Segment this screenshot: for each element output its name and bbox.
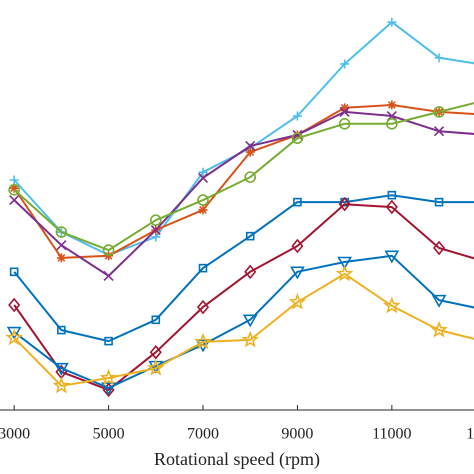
x-axis-label: Rotational speed (rpm) bbox=[154, 449, 320, 470]
marker bbox=[52, 376, 71, 394]
marker bbox=[292, 111, 302, 121]
marker bbox=[430, 320, 448, 338]
series bbox=[8, 102, 474, 256]
marker bbox=[8, 297, 21, 313]
marker bbox=[386, 118, 398, 130]
marker bbox=[8, 184, 20, 196]
marker bbox=[244, 264, 257, 280]
marker bbox=[102, 244, 115, 256]
marker bbox=[288, 292, 307, 310]
marker bbox=[242, 314, 258, 328]
series bbox=[9, 106, 474, 281]
marker bbox=[433, 126, 445, 137]
x-tick-label: 7000 bbox=[187, 426, 219, 443]
marker bbox=[387, 17, 397, 27]
series bbox=[6, 250, 474, 396]
marker bbox=[194, 332, 212, 350]
marker bbox=[149, 214, 162, 226]
marker bbox=[149, 344, 162, 360]
marker bbox=[9, 175, 19, 185]
line bbox=[13, 194, 474, 343]
marker bbox=[384, 250, 400, 264]
marker bbox=[99, 368, 118, 386]
x-tick-label: 3000 bbox=[0, 426, 30, 443]
marker bbox=[383, 296, 401, 314]
marker bbox=[340, 103, 350, 113]
marker bbox=[9, 183, 19, 193]
marker bbox=[335, 264, 354, 282]
marker bbox=[340, 59, 350, 69]
series bbox=[5, 264, 474, 394]
marker bbox=[146, 359, 165, 376]
marker bbox=[56, 240, 67, 251]
line bbox=[13, 21, 474, 256]
line bbox=[13, 272, 474, 387]
marker bbox=[198, 167, 208, 177]
marker bbox=[56, 253, 66, 263]
marker bbox=[433, 106, 445, 118]
marker bbox=[55, 226, 68, 238]
marker bbox=[434, 53, 444, 63]
marker bbox=[291, 238, 304, 254]
marker bbox=[290, 266, 305, 280]
marker bbox=[337, 256, 353, 270]
marker bbox=[434, 197, 444, 207]
marker bbox=[5, 328, 23, 346]
marker bbox=[385, 199, 398, 215]
marker bbox=[103, 270, 114, 281]
marker bbox=[293, 197, 302, 207]
line bbox=[13, 102, 474, 252]
marker bbox=[431, 294, 447, 308]
marker bbox=[150, 224, 161, 236]
line bbox=[13, 203, 474, 391]
marker bbox=[104, 336, 113, 346]
marker bbox=[245, 140, 256, 152]
line bbox=[13, 110, 474, 277]
marker bbox=[197, 172, 209, 184]
x-tick-label: 9000 bbox=[281, 426, 313, 443]
x-tick-label: 13000 bbox=[466, 426, 474, 443]
marker bbox=[433, 240, 446, 256]
marker bbox=[245, 231, 255, 241]
marker bbox=[57, 325, 66, 335]
line bbox=[13, 104, 474, 259]
x-tick-label: 5000 bbox=[93, 426, 125, 443]
marker bbox=[241, 330, 260, 348]
marker bbox=[338, 118, 351, 130]
marker bbox=[339, 106, 350, 117]
marker bbox=[53, 362, 69, 376]
marker bbox=[387, 190, 397, 200]
marker bbox=[338, 196, 351, 212]
marker bbox=[9, 195, 20, 206]
marker bbox=[245, 147, 255, 157]
series bbox=[8, 196, 474, 398]
marker bbox=[244, 171, 257, 183]
marker bbox=[101, 382, 116, 396]
marker bbox=[9, 267, 19, 277]
marker bbox=[151, 315, 161, 325]
marker bbox=[197, 194, 209, 206]
marker bbox=[387, 100, 397, 110]
series bbox=[9, 17, 474, 260]
marker bbox=[196, 299, 210, 315]
marker bbox=[198, 205, 208, 215]
marker bbox=[6, 326, 22, 340]
x-tick-label: 11000 bbox=[372, 426, 411, 443]
marker bbox=[291, 132, 304, 144]
marker bbox=[198, 263, 208, 273]
